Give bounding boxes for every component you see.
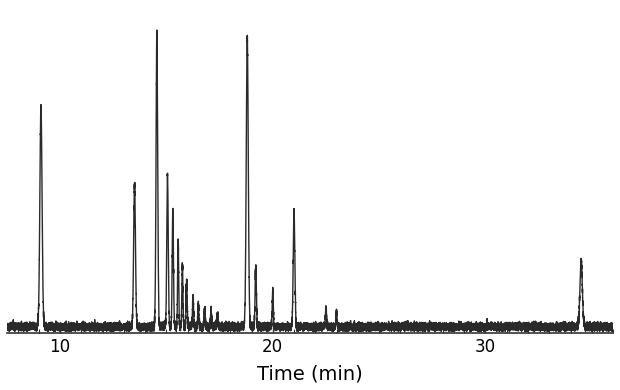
X-axis label: Time (min): Time (min) — [257, 364, 363, 383]
